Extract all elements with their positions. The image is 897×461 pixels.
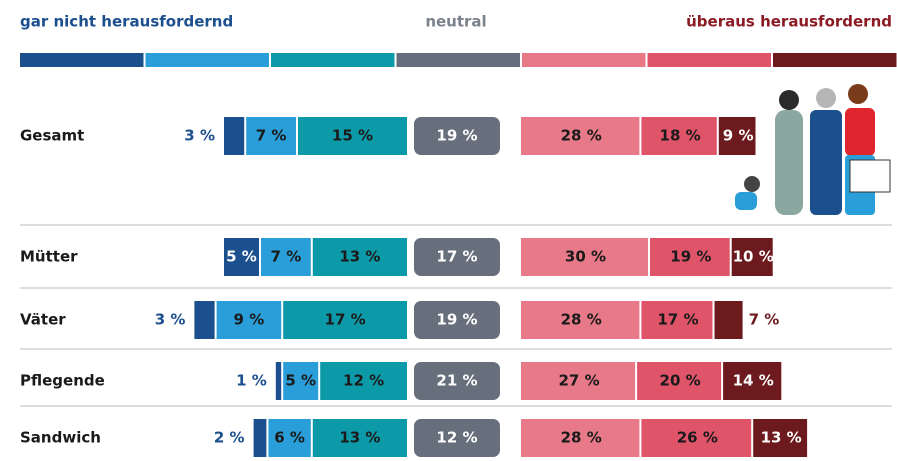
- value-label: 13 %: [339, 429, 380, 447]
- value-label: 26 %: [677, 429, 718, 447]
- value-label: 20 %: [660, 372, 701, 390]
- value-label: 17 %: [657, 311, 698, 329]
- bar-segment: [224, 117, 244, 155]
- value-label: 21 %: [436, 372, 477, 390]
- value-label: 5 %: [226, 248, 257, 266]
- category-label: Väter: [20, 311, 66, 329]
- value-label: 9 %: [234, 311, 265, 329]
- value-label: 14 %: [733, 372, 774, 390]
- value-label: 19 %: [670, 248, 711, 266]
- illustration: [735, 84, 890, 215]
- legend-swatch: [397, 53, 521, 67]
- bar-segment: [276, 362, 281, 400]
- bar-segment: [715, 301, 743, 339]
- value-label: 13 %: [761, 429, 802, 447]
- category-label: Sandwich: [20, 429, 101, 447]
- bar-segment: [254, 419, 267, 457]
- value-label: 3 %: [184, 127, 215, 145]
- value-label: 30 %: [565, 248, 606, 266]
- value-label: 12 %: [343, 372, 384, 390]
- value-label: 7 %: [256, 127, 287, 145]
- legend-swatch: [146, 53, 270, 67]
- value-label: 10 %: [733, 248, 774, 266]
- value-label: 19 %: [436, 127, 477, 145]
- legend-swatch: [773, 53, 897, 67]
- value-label: 1 %: [236, 372, 267, 390]
- bar-segment: [194, 301, 214, 339]
- value-label: 28 %: [561, 311, 602, 329]
- legend-swatch: [648, 53, 772, 67]
- value-label: 6 %: [274, 429, 305, 447]
- category-label: Mütter: [20, 248, 78, 266]
- value-label: 19 %: [436, 311, 477, 329]
- value-label: 28 %: [561, 127, 602, 145]
- category-label: Gesamt: [20, 127, 84, 145]
- value-label: 18 %: [660, 127, 701, 145]
- value-label: 17 %: [436, 248, 477, 266]
- value-label: 2 %: [214, 429, 245, 447]
- value-label: 15 %: [332, 127, 373, 145]
- value-label: 17 %: [325, 311, 366, 329]
- scale-label-center: neutral: [425, 13, 486, 31]
- value-label: 3 %: [155, 311, 186, 329]
- legend-swatch: [271, 53, 395, 67]
- value-label: 28 %: [561, 429, 602, 447]
- scale-label-left: gar nicht herausfordernd: [20, 13, 233, 31]
- category-label: Pflegende: [20, 372, 105, 390]
- value-label: 5 %: [285, 372, 316, 390]
- legend-swatch: [20, 53, 144, 67]
- chart: gar nicht herausfordernd neutral überaus…: [0, 0, 897, 457]
- value-label: 9 %: [723, 127, 754, 145]
- legend-swatch: [522, 53, 646, 67]
- value-label: 7 %: [749, 311, 780, 329]
- value-label: 7 %: [271, 248, 302, 266]
- value-label: 12 %: [436, 429, 477, 447]
- scale-label-right: überaus herausfordernd: [686, 13, 892, 31]
- value-label: 13 %: [339, 248, 380, 266]
- value-label: 27 %: [558, 372, 599, 390]
